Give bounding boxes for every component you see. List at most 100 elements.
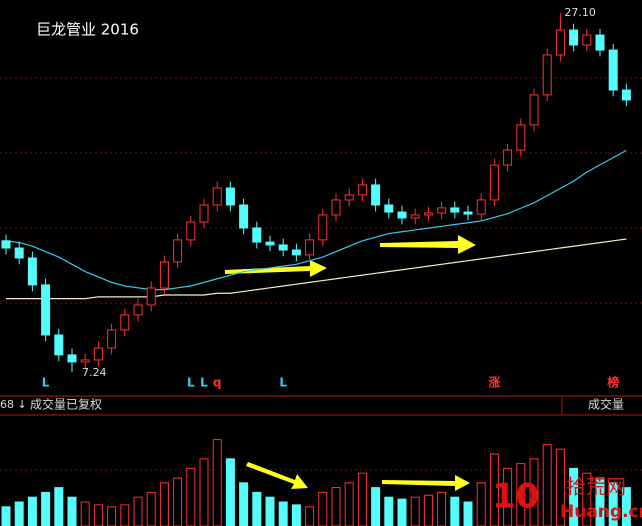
volume-bar [397, 498, 407, 526]
signal-label: 榜 [607, 375, 619, 390]
volume-bar [437, 491, 447, 526]
volume-bar [318, 491, 328, 526]
high-label: 27.10 [564, 6, 596, 19]
candle-body [27, 257, 37, 286]
candle-body [608, 49, 618, 91]
volume-bar [582, 472, 592, 526]
candle-body [318, 214, 328, 241]
candle-body [489, 164, 499, 201]
candle-body [54, 334, 64, 356]
candle-body [278, 244, 288, 251]
volume-bar [225, 458, 235, 526]
candle-body [212, 187, 222, 206]
volume-bar [120, 504, 130, 526]
candle-body [344, 194, 354, 201]
candle-body [516, 124, 526, 151]
watermark-number: 10 [492, 477, 539, 517]
arrow [225, 260, 327, 277]
candle-body [1, 240, 11, 249]
candle-body [265, 241, 275, 246]
signal-label: L [42, 376, 50, 390]
volume-bar [305, 506, 315, 526]
candle-body [239, 204, 249, 229]
volume-bar [133, 496, 143, 526]
volume-bar [463, 501, 473, 526]
signal-label: q [213, 376, 222, 390]
volume-bar [41, 491, 51, 526]
low-label: 7.24 [82, 366, 107, 379]
volume-bar [159, 482, 169, 526]
signal-label: 涨 [488, 375, 500, 390]
volume-bar [1, 506, 11, 526]
candle-body [542, 54, 552, 96]
moving-average [6, 238, 627, 300]
volume-bar [595, 477, 605, 526]
volume-bar [199, 458, 209, 526]
volume-bar [516, 463, 526, 526]
candle-body [305, 239, 315, 256]
candle-body [159, 261, 169, 289]
candle-body [291, 249, 301, 256]
volume-bar [621, 487, 631, 526]
candle-body [107, 329, 117, 349]
candle-body [569, 29, 579, 46]
arrow [380, 235, 476, 254]
volume-bar [384, 496, 394, 526]
volume-bar [239, 482, 249, 526]
volume-bar [146, 491, 156, 526]
volume-bar [265, 496, 275, 526]
volume-bar [173, 477, 183, 526]
candle-body [357, 184, 367, 196]
candle-body [371, 184, 381, 206]
volume-bar [186, 467, 196, 526]
volume-bar [80, 501, 90, 526]
volume-bar [555, 448, 565, 526]
signal-label: L [279, 376, 287, 390]
candle-body [450, 207, 460, 213]
volume-bar [450, 496, 460, 526]
candle-body [146, 287, 156, 306]
volume-bar [476, 482, 486, 526]
volume-bar [278, 501, 288, 526]
candle-body [133, 304, 143, 316]
candle-body [41, 284, 51, 336]
signal-label: L [187, 376, 195, 390]
candle-body [529, 94, 539, 126]
volume-bar [371, 487, 381, 526]
index-label: 68 ↓ [0, 398, 27, 411]
candle-body [120, 314, 130, 331]
volume-bar [93, 504, 103, 526]
volume-bar [107, 506, 117, 526]
candle-body [463, 211, 473, 215]
moving-average [5, 149, 627, 291]
volume-bar [252, 491, 262, 526]
volume-bar [344, 482, 354, 526]
candle-body [582, 34, 592, 46]
volume-bar [489, 453, 499, 526]
candle-body [252, 227, 262, 243]
candle-body [423, 212, 433, 216]
candle-body [199, 204, 209, 223]
volume-bar [212, 439, 222, 526]
candle-body [186, 221, 196, 241]
volume-bar [14, 501, 24, 526]
chart-title: 巨龙管业 2016 [36, 21, 139, 39]
candle-body [225, 187, 235, 206]
volume-bar [423, 494, 433, 526]
candle-body [80, 359, 90, 363]
candle-body [93, 347, 103, 361]
watermark: 10 拾荒网 Huang.cn [492, 475, 642, 523]
candle-body [384, 204, 394, 213]
arrow [246, 462, 308, 489]
candle-body [331, 199, 341, 216]
candle-body [437, 207, 447, 214]
volume-bar [27, 496, 37, 526]
candle-body [621, 89, 631, 101]
candle-body [410, 214, 420, 219]
candle-body [595, 34, 605, 51]
volume-corner-label: 成交量 [588, 397, 624, 412]
candle-body [67, 354, 77, 363]
watermark-name: 拾荒网 [566, 475, 626, 499]
